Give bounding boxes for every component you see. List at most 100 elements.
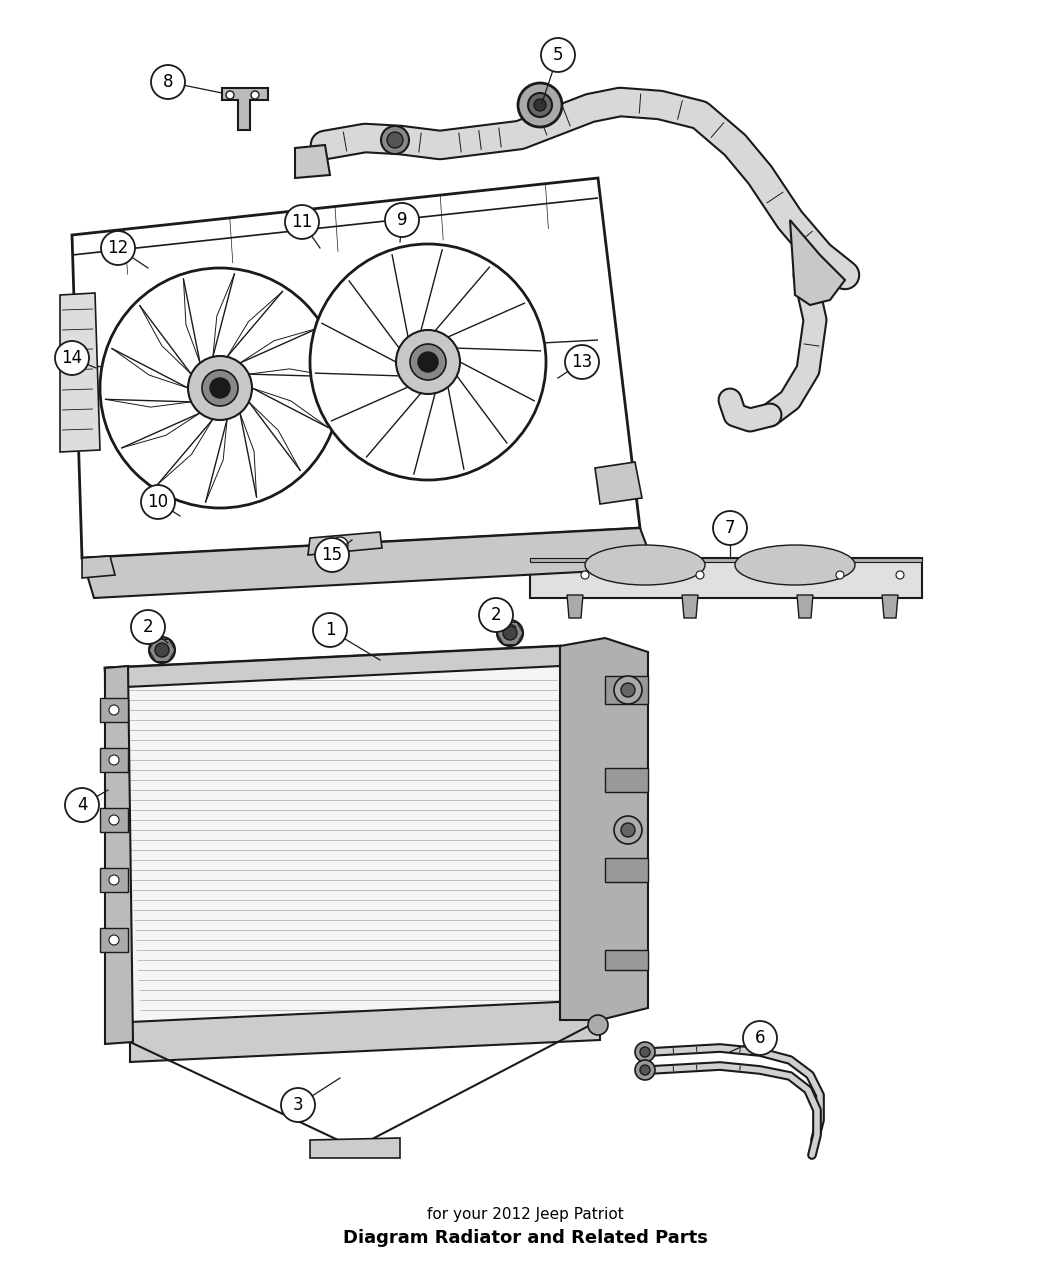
Polygon shape <box>595 462 642 504</box>
Polygon shape <box>100 928 128 952</box>
Text: 10: 10 <box>147 493 169 511</box>
Circle shape <box>588 1015 608 1035</box>
Text: 3: 3 <box>293 1096 303 1114</box>
Circle shape <box>202 370 238 405</box>
Polygon shape <box>605 768 648 792</box>
Circle shape <box>497 620 523 646</box>
Text: 9: 9 <box>397 210 407 229</box>
Polygon shape <box>295 145 330 178</box>
Circle shape <box>528 93 552 117</box>
Circle shape <box>396 330 460 394</box>
Text: 1: 1 <box>324 621 335 639</box>
Circle shape <box>503 626 517 640</box>
Circle shape <box>479 598 513 632</box>
Polygon shape <box>882 595 898 618</box>
Polygon shape <box>222 88 268 130</box>
Circle shape <box>621 683 635 697</box>
Circle shape <box>210 377 230 398</box>
Text: Diagram Radiator and Related Parts: Diagram Radiator and Related Parts <box>342 1229 708 1247</box>
Text: 4: 4 <box>77 796 87 813</box>
Circle shape <box>418 352 438 372</box>
Circle shape <box>281 1088 315 1122</box>
Text: 14: 14 <box>62 349 83 367</box>
Circle shape <box>614 816 642 844</box>
Polygon shape <box>100 808 128 833</box>
Polygon shape <box>105 666 133 1044</box>
Text: 13: 13 <box>571 353 592 371</box>
Polygon shape <box>530 558 922 598</box>
Polygon shape <box>530 558 922 562</box>
Circle shape <box>101 231 135 265</box>
Circle shape <box>635 1060 655 1080</box>
Circle shape <box>141 484 175 519</box>
Circle shape <box>387 133 403 148</box>
Circle shape <box>381 126 410 154</box>
Circle shape <box>188 356 252 419</box>
Polygon shape <box>100 748 128 771</box>
Text: 2: 2 <box>143 618 153 636</box>
Polygon shape <box>567 595 583 618</box>
Circle shape <box>743 1021 777 1054</box>
Circle shape <box>109 875 119 885</box>
Text: 11: 11 <box>292 213 313 231</box>
Text: 7: 7 <box>724 519 735 537</box>
Circle shape <box>131 609 165 644</box>
Circle shape <box>621 822 635 836</box>
Text: for your 2012 Jeep Patriot: for your 2012 Jeep Patriot <box>426 1207 624 1223</box>
Circle shape <box>713 511 747 544</box>
Circle shape <box>896 571 904 579</box>
Polygon shape <box>82 528 655 598</box>
Circle shape <box>541 38 575 71</box>
Circle shape <box>65 788 99 822</box>
Circle shape <box>313 613 346 646</box>
Circle shape <box>332 537 348 553</box>
Text: 12: 12 <box>107 238 128 258</box>
Circle shape <box>109 755 119 765</box>
Circle shape <box>315 538 349 572</box>
Circle shape <box>614 676 642 704</box>
Polygon shape <box>105 646 560 688</box>
Circle shape <box>285 205 319 238</box>
Circle shape <box>635 1042 655 1062</box>
Circle shape <box>100 268 340 507</box>
Text: 2: 2 <box>490 606 501 623</box>
Polygon shape <box>82 556 116 578</box>
Text: 8: 8 <box>163 73 173 91</box>
Polygon shape <box>100 697 128 722</box>
Polygon shape <box>682 595 698 618</box>
Polygon shape <box>72 179 640 558</box>
Polygon shape <box>100 868 128 892</box>
Circle shape <box>55 340 89 375</box>
Text: 15: 15 <box>321 546 342 564</box>
Circle shape <box>109 705 119 715</box>
Circle shape <box>410 344 446 380</box>
Circle shape <box>696 571 704 579</box>
Circle shape <box>226 91 234 99</box>
Ellipse shape <box>585 544 705 585</box>
Circle shape <box>109 935 119 945</box>
Polygon shape <box>790 221 845 305</box>
Circle shape <box>251 91 259 99</box>
Polygon shape <box>605 858 648 882</box>
Circle shape <box>581 571 589 579</box>
Polygon shape <box>605 950 648 970</box>
Polygon shape <box>105 646 600 1042</box>
Polygon shape <box>130 1000 600 1062</box>
Circle shape <box>155 643 169 657</box>
Polygon shape <box>797 595 813 618</box>
Text: 6: 6 <box>755 1029 765 1047</box>
Ellipse shape <box>735 544 855 585</box>
Circle shape <box>109 815 119 825</box>
Circle shape <box>534 99 546 111</box>
Polygon shape <box>560 638 648 1020</box>
Circle shape <box>151 65 185 99</box>
Circle shape <box>518 83 562 128</box>
Circle shape <box>385 203 419 237</box>
Circle shape <box>310 244 546 479</box>
Circle shape <box>149 638 175 663</box>
Circle shape <box>640 1065 650 1075</box>
Text: 5: 5 <box>552 46 563 64</box>
Circle shape <box>565 346 598 379</box>
Polygon shape <box>308 532 382 555</box>
Circle shape <box>836 571 844 579</box>
